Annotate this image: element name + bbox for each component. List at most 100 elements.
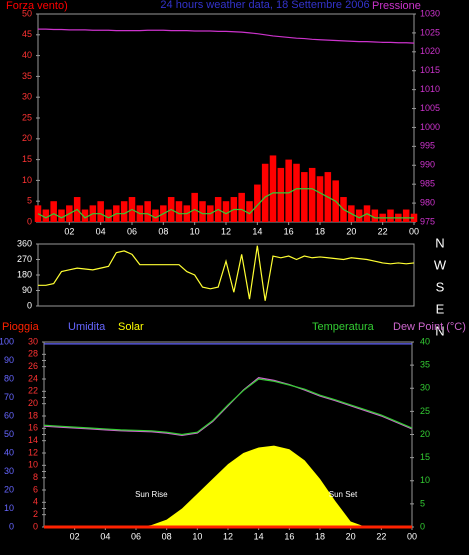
bar [277, 167, 285, 222]
y3-tick-label: 4 [33, 497, 38, 507]
legend-label: Pressione [372, 0, 421, 12]
x-tick-label: 22 [378, 226, 388, 236]
y-tick-label: 0 [27, 216, 32, 226]
y-tick-label: 30 [22, 92, 32, 102]
y-tick-label: 60 [4, 410, 14, 420]
y2-tick-label: E [436, 301, 445, 316]
legend-label: Pioggia [2, 321, 40, 333]
y-tick-label: 40 [4, 447, 14, 457]
y2-tick-label: 985 [420, 179, 435, 189]
y-tick-label: 40 [22, 50, 32, 60]
y-tick-label: 50 [4, 429, 14, 439]
y-tick-label: 5 [27, 196, 32, 206]
y3-tick-label: 28 [28, 349, 38, 359]
bar [152, 209, 159, 222]
y2-tick-label: 15 [420, 452, 430, 462]
bar [269, 155, 277, 222]
line [43, 376, 413, 437]
y2-tick-label: N [435, 323, 444, 338]
y-tick-label: 70 [4, 392, 14, 402]
x-tick-label: 04 [96, 226, 106, 236]
y-tick-label: 0 [27, 300, 32, 310]
bar [191, 192, 198, 222]
y-tick-label: 20 [22, 133, 32, 143]
y-tick-label: 90 [4, 355, 14, 365]
y-tick-label: 10 [4, 503, 14, 513]
y-tick-label: 35 [22, 71, 32, 81]
x-tick-label: 16 [284, 531, 294, 541]
chart-title: 24 hours weather data, 18 Settembre 2006 [160, 0, 369, 11]
y2-tick-label: 30 [420, 383, 430, 393]
y2-tick-label: 1010 [420, 84, 440, 94]
bar [144, 201, 151, 222]
y2-tick-label: 1005 [420, 103, 440, 113]
annotation: Sun Rise [135, 490, 168, 499]
y3-tick-label: 14 [28, 435, 38, 445]
x-tick-label: 20 [346, 226, 356, 236]
y3-tick-label: 16 [28, 423, 38, 433]
x-tick-label: 12 [221, 226, 231, 236]
y3-tick-label: 10 [28, 460, 38, 470]
bar [285, 159, 292, 222]
y3-tick-label: 8 [33, 472, 38, 482]
x-tick-label: 22 [376, 531, 386, 541]
bar [42, 209, 50, 222]
y-tick-label: 0 [9, 521, 14, 531]
legend-label: Forza vento) [6, 0, 68, 12]
bar [316, 176, 324, 222]
y-tick-label: 10 [22, 175, 32, 185]
bar [355, 209, 363, 222]
y2-tick-label: 990 [420, 160, 435, 170]
x-tick-label: 18 [315, 531, 325, 541]
bar [371, 209, 379, 222]
line [38, 28, 415, 44]
x-tick-label: 10 [192, 531, 202, 541]
y-tick-label: 90 [22, 285, 32, 295]
y3-tick-label: 20 [28, 398, 38, 408]
bar [402, 209, 410, 222]
y-tick-label: 100 [0, 336, 14, 346]
x-tick-label: 04 [100, 531, 110, 541]
bar [308, 167, 316, 222]
bar [120, 201, 128, 222]
y2-tick-label: 1025 [420, 27, 440, 37]
area [44, 445, 412, 527]
y-tick-label: 30 [4, 466, 14, 476]
bar [222, 201, 230, 222]
y-tick-label: 80 [4, 373, 14, 383]
bar [50, 201, 57, 222]
annotation: Sun Set [329, 490, 358, 499]
x-tick-label: 20 [346, 531, 356, 541]
bar [238, 192, 245, 222]
y-tick-label: 20 [4, 484, 14, 494]
x-tick-label: 12 [223, 531, 233, 541]
legend-label: Solar [118, 321, 144, 333]
x-tick-label: 14 [252, 226, 262, 236]
bar [97, 201, 104, 222]
y2-tick-label: 980 [420, 197, 435, 207]
y3-tick-label: 30 [28, 336, 38, 346]
y2-tick-label: 25 [420, 406, 430, 416]
bar [293, 163, 300, 222]
y-tick-label: 25 [22, 112, 32, 122]
bar [254, 184, 261, 222]
legend-label: Dew Point (°C) [393, 321, 466, 333]
legend-label: Temperatura [312, 321, 375, 333]
y3-tick-label: 0 [33, 521, 38, 531]
y2-tick-label: N [435, 235, 444, 250]
bar [81, 209, 89, 222]
x-tick-label: 08 [162, 531, 172, 541]
x-tick-label: 18 [315, 226, 325, 236]
x-tick-label: 16 [284, 226, 294, 236]
legend-label: Umidita [68, 321, 106, 333]
x-tick-label: 14 [254, 531, 264, 541]
x-tick-label: 02 [70, 531, 80, 541]
y-tick-label: 50 [22, 8, 32, 18]
x-tick-label: 00 [409, 226, 419, 236]
x-tick-label: 00 [407, 531, 417, 541]
line [43, 378, 413, 436]
y2-tick-label: 975 [420, 216, 435, 226]
y2-tick-label: 40 [420, 336, 430, 346]
y2-tick-label: 35 [420, 360, 430, 370]
